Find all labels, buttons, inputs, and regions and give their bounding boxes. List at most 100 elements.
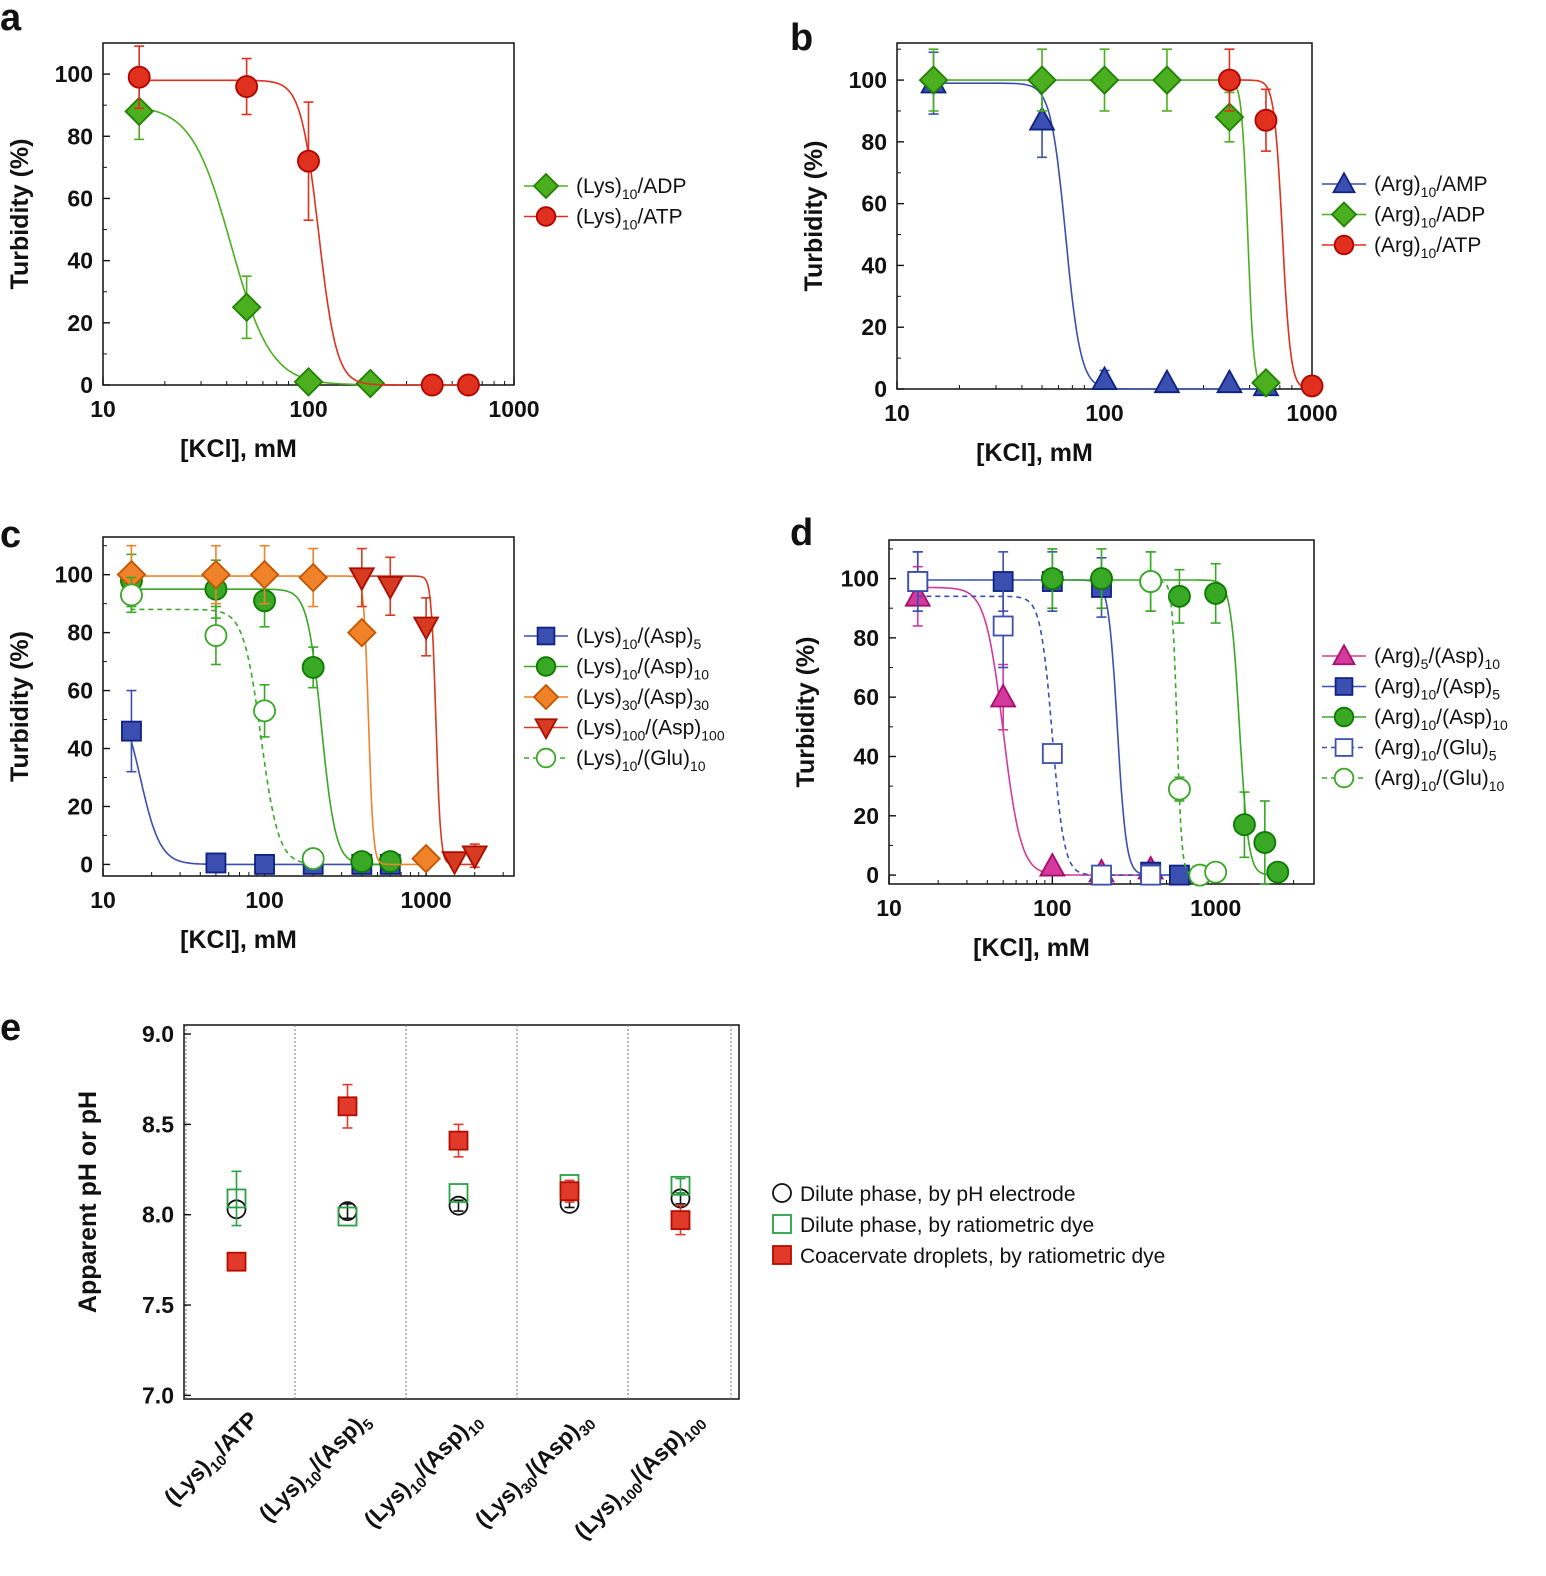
y-tick-label: 20	[67, 310, 93, 336]
y-tick-label: 8.5	[142, 1111, 174, 1137]
series-2	[116, 544, 441, 874]
data-point	[670, 1175, 691, 1196]
fit-curve	[933, 79, 1268, 390]
fit-curve	[138, 107, 372, 386]
fit-curve	[1051, 579, 1279, 876]
x-axis-title: [KCl], mM	[180, 926, 297, 954]
data-point	[1266, 860, 1290, 884]
legend-label: (Arg)10/(Glu)10	[1374, 767, 1505, 794]
data-point	[337, 1096, 358, 1117]
data-point	[411, 843, 441, 874]
legend-item: (Arg)10/AMP	[1322, 171, 1488, 200]
panel-letter: c	[0, 514, 21, 556]
data-point	[376, 576, 404, 601]
panel-letter: d	[790, 512, 813, 554]
series-2	[1217, 48, 1324, 398]
y-tick-label: 60	[67, 678, 93, 704]
error-bar	[231, 1170, 242, 1227]
y-tick-label: 0	[80, 851, 93, 877]
data-point	[226, 1251, 247, 1272]
fit-curve	[138, 79, 471, 386]
legend-marker	[772, 1245, 792, 1265]
data-point	[448, 1183, 469, 1203]
legend-item: (Lys)10/(Glu)10	[524, 747, 706, 774]
y-tick-label: 20	[861, 314, 887, 340]
y-tick-label: 20	[853, 803, 879, 829]
data-point	[298, 562, 329, 593]
legend-marker	[533, 718, 559, 741]
category-label: (Lys)10/ATP	[159, 1406, 267, 1514]
y-tick-label: 0	[866, 862, 879, 888]
data-point	[337, 1206, 358, 1227]
legend-marker	[535, 656, 557, 677]
data-point	[254, 853, 275, 875]
legend-label: Coacervate droplets, by ratiometric dye	[800, 1245, 1165, 1268]
series-1	[918, 48, 1281, 398]
series-4	[1139, 551, 1228, 887]
data-point	[249, 559, 280, 590]
legend-label: (Lys)10/(Glu)10	[576, 747, 706, 774]
y-tick-label: 60	[67, 185, 93, 211]
fit-curve	[130, 588, 391, 866]
legend-label: (Lys)100/(Asp)100	[576, 717, 725, 744]
legend-item: (Lys)100/(Asp)100	[524, 717, 725, 744]
legend-label: (Lys)30/(Asp)30	[576, 686, 709, 713]
data-point	[461, 845, 489, 870]
series-0	[226, 1188, 691, 1221]
plot-frame	[102, 536, 515, 877]
x-tick-label: 100	[1085, 400, 1123, 426]
data-point	[1089, 65, 1120, 95]
data-point	[989, 683, 1017, 708]
series-2	[1040, 548, 1290, 885]
x-tick-label: 100	[245, 887, 283, 913]
data-point	[350, 850, 374, 873]
data-point	[124, 96, 155, 127]
fit-curve	[1149, 580, 1217, 876]
data-point	[1204, 860, 1228, 884]
y-tick-label: 60	[853, 684, 879, 710]
data-point	[1300, 374, 1324, 398]
legend-marker	[1331, 643, 1357, 666]
data-point	[1091, 864, 1112, 886]
y-tick-label: 80	[853, 625, 879, 651]
legend-label: (Lys)10/(Asp)5	[576, 625, 701, 652]
data-point	[1167, 777, 1191, 801]
error-bar	[342, 1203, 353, 1220]
data-point	[204, 624, 228, 647]
legend-label: Dilute phase, by pH electrode	[800, 1183, 1076, 1206]
y-tick-label: 40	[861, 252, 887, 278]
data-point	[1251, 367, 1281, 398]
y-tick-label: 40	[853, 743, 879, 769]
series-3	[907, 551, 1162, 886]
x-tick-label: 1000	[1190, 895, 1241, 921]
data-point	[226, 1188, 247, 1209]
y-tick-label: 60	[861, 191, 887, 217]
y-tick-label: 8.0	[142, 1202, 174, 1228]
y-tick-label: 9.0	[142, 1021, 174, 1047]
data-point	[456, 373, 480, 397]
legend-label: (Arg)10/ADP	[1374, 204, 1485, 231]
panel-letter: a	[0, 0, 22, 39]
data-point	[1139, 570, 1163, 593]
fit-curve	[933, 82, 1268, 390]
y-tick-label: 80	[861, 129, 887, 155]
legend-label: (Lys)10/ADP	[576, 175, 686, 202]
legend-label: (Arg)10/(Asp)5	[1374, 676, 1500, 703]
legend-item: (Arg)10/(Asp)5	[1322, 676, 1500, 703]
data-point	[293, 367, 324, 397]
x-axis-title: [KCl], mM	[180, 435, 297, 463]
fit-curve	[130, 608, 315, 865]
legend-item: Coacervate droplets, by ratiometric dye	[772, 1245, 1165, 1268]
x-tick-label: 1000	[488, 396, 539, 422]
series-4	[120, 576, 325, 871]
y-axis-title: Apparent pH or pH	[74, 1091, 102, 1313]
x-tick-label: 1000	[401, 887, 452, 913]
data-point	[1214, 102, 1245, 133]
y-tick-label: 80	[67, 123, 93, 149]
series-2	[226, 1083, 691, 1272]
data-point	[1204, 581, 1228, 605]
error-bar	[675, 1177, 686, 1194]
data-point	[348, 567, 376, 592]
legend-item: (Lys)10/ATP	[524, 206, 683, 233]
legend-marker	[532, 172, 560, 200]
